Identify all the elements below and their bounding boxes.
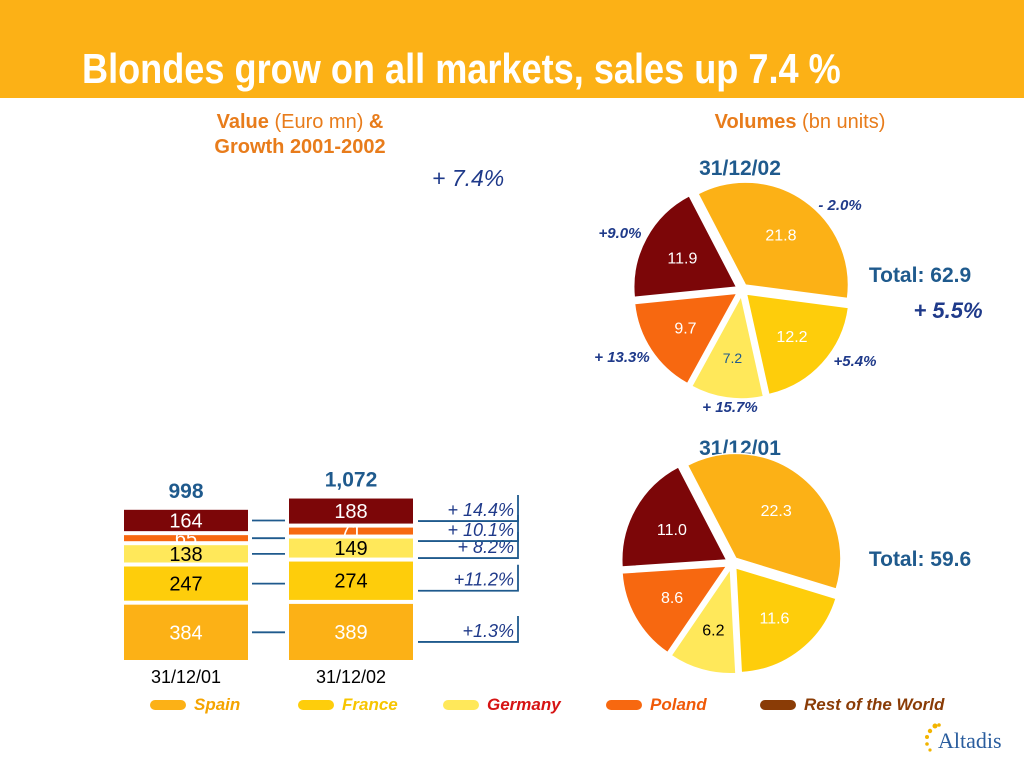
bar-category-1: 31/12/01 (151, 667, 221, 687)
overall-growth: + 7.4% (432, 165, 505, 191)
growth-label-spain: +1.3% (462, 621, 514, 641)
bar-value-france-2: 274 (334, 571, 367, 593)
legend-label-spain: Spain (194, 695, 241, 714)
bar-segment-france-2 (289, 561, 413, 600)
bar-segment-germany-2 (289, 538, 413, 558)
pie-slice-germany-2 (670, 566, 737, 675)
bar-total-2: 1,072 (325, 469, 378, 492)
bar-segment-spain-2 (289, 603, 413, 660)
pie-total-1: Total: 62.9 (869, 264, 971, 287)
bar-value-poland-1: 65 (175, 528, 197, 550)
pie-slice-rest-of-the-world-1 (632, 194, 738, 299)
legend-label-poland: Poland (650, 695, 707, 714)
pie-growth-germany: + 15.7% (702, 399, 757, 416)
volume-heading-unit: (bn units) (802, 111, 886, 133)
legend-swatch-germany (443, 700, 479, 710)
growth-bracket-france (418, 564, 519, 592)
bar-value-poland-2: 71 (340, 521, 362, 543)
legend-swatch-spain (150, 700, 186, 710)
bar-value-germany-1: 138 (169, 544, 202, 566)
legend-swatch-france (298, 700, 334, 710)
legend-item-france: France (298, 693, 398, 717)
pie-slice-poland-1 (633, 292, 739, 385)
pie-slice-germany-1 (690, 293, 765, 400)
bar-segment-poland-1 (124, 535, 248, 542)
pie-growth-rest-of-the-world: +9.0% (599, 225, 642, 242)
value-heading: Value (Euro mn) & Growth 2001-2002 (150, 110, 450, 160)
bar-total-1: 998 (168, 480, 203, 503)
growth-label-rest-of-the-world: + 14.4% (447, 500, 514, 520)
bar-segment-rest-of-the-world-2 (289, 498, 413, 524)
pie-value-france-1: 12.2 (776, 329, 807, 346)
legend-item-rest-of-the-world: Rest of the World (760, 693, 944, 717)
bar-value-spain-1: 384 (169, 622, 202, 644)
pie-total-2: Total: 59.6 (869, 548, 971, 571)
legend-item-germany: Germany (443, 693, 561, 717)
altadis-logo: Altadis (920, 718, 1015, 760)
legend: Spain France Germany Poland Rest of the Worl… (150, 693, 990, 717)
bar-segment-rest-of-the-world-1 (124, 509, 248, 532)
pie-value-poland-2: 8.6 (661, 590, 683, 607)
volume-heading: Volumes (bn units) (640, 110, 960, 135)
bar-value-rest-of-the-world-2: 188 (334, 501, 367, 523)
logo-text: Altadis (938, 728, 1002, 753)
bar-value-france-1: 247 (169, 574, 202, 596)
pie-slice-spain-2 (686, 452, 842, 591)
pie-slice-rest-of-the-world-2 (621, 465, 728, 568)
value-heading-amp: & (368, 111, 384, 133)
legend-label-germany: Germany (487, 695, 561, 714)
pie-slice-france-1 (745, 293, 850, 396)
pie-value-germany-1: 7.2 (723, 350, 743, 366)
legend-swatch-poland (606, 700, 642, 710)
growth-label-france: +11.2% (454, 570, 514, 590)
growth-label-poland: + 10.1% (447, 520, 514, 540)
growth-bracket-rest-of-the-world (418, 495, 519, 522)
pie-slice-poland-2 (621, 565, 729, 654)
slide-title: Blondes grow on all markets, sales up 7.… (82, 45, 841, 92)
pie-growth-spain: - 2.0% (818, 197, 861, 214)
pie-value-rest-of-the-world-1: 11.9 (667, 251, 697, 268)
logo-dots-icon (925, 723, 941, 752)
legend-item-poland: Poland (606, 693, 707, 717)
growth-label-germany: + 8.2% (457, 537, 514, 557)
pie-value-spain-2: 22.3 (761, 503, 792, 520)
bar-value-rest-of-the-world-1: 164 (169, 510, 202, 532)
bar-segment-germany-1 (124, 545, 248, 563)
pie-title-1: 31/12/02 (699, 157, 781, 180)
bar-segment-poland-2 (289, 527, 413, 535)
legend-label-rest-of-the-world: Rest of the World (804, 695, 945, 714)
volume-heading-bold: Volumes (714, 111, 797, 133)
value-heading-bold: Value (216, 111, 269, 133)
pie-value-poland-1: 9.7 (674, 320, 696, 337)
legend-item-spain: Spain (150, 693, 240, 717)
pie-slice-spain-1 (696, 181, 850, 300)
bar-value-spain-2: 389 (334, 622, 367, 644)
pie-total-growth-1: + 5.5% (913, 298, 982, 323)
bar-segment-france-1 (124, 566, 248, 601)
pie-value-france-2: 11.6 (760, 610, 790, 627)
legend-swatch-rest-of-the-world (760, 700, 796, 710)
value-heading-line2: Growth 2001-2002 (214, 136, 386, 158)
growth-bracket-spain (418, 615, 519, 643)
legend-label-france: France (342, 695, 398, 714)
pie-growth-poland: + 13.3% (594, 349, 649, 366)
pie-value-germany-2: 6.2 (702, 622, 724, 639)
header-band (0, 0, 1024, 98)
bar-value-germany-2: 149 (334, 538, 367, 560)
bar-category-2: 31/12/02 (316, 667, 386, 687)
pie-slice-france-2 (734, 566, 838, 674)
pie-growth-france: +5.4% (834, 353, 877, 370)
pie-value-spain-1: 21.8 (765, 227, 796, 244)
bar-segment-spain-1 (124, 604, 248, 660)
value-heading-unit: (Euro mn) (274, 111, 364, 133)
growth-bracket-poland (418, 515, 519, 542)
pie-value-rest-of-the-world-2: 11.0 (657, 522, 687, 539)
